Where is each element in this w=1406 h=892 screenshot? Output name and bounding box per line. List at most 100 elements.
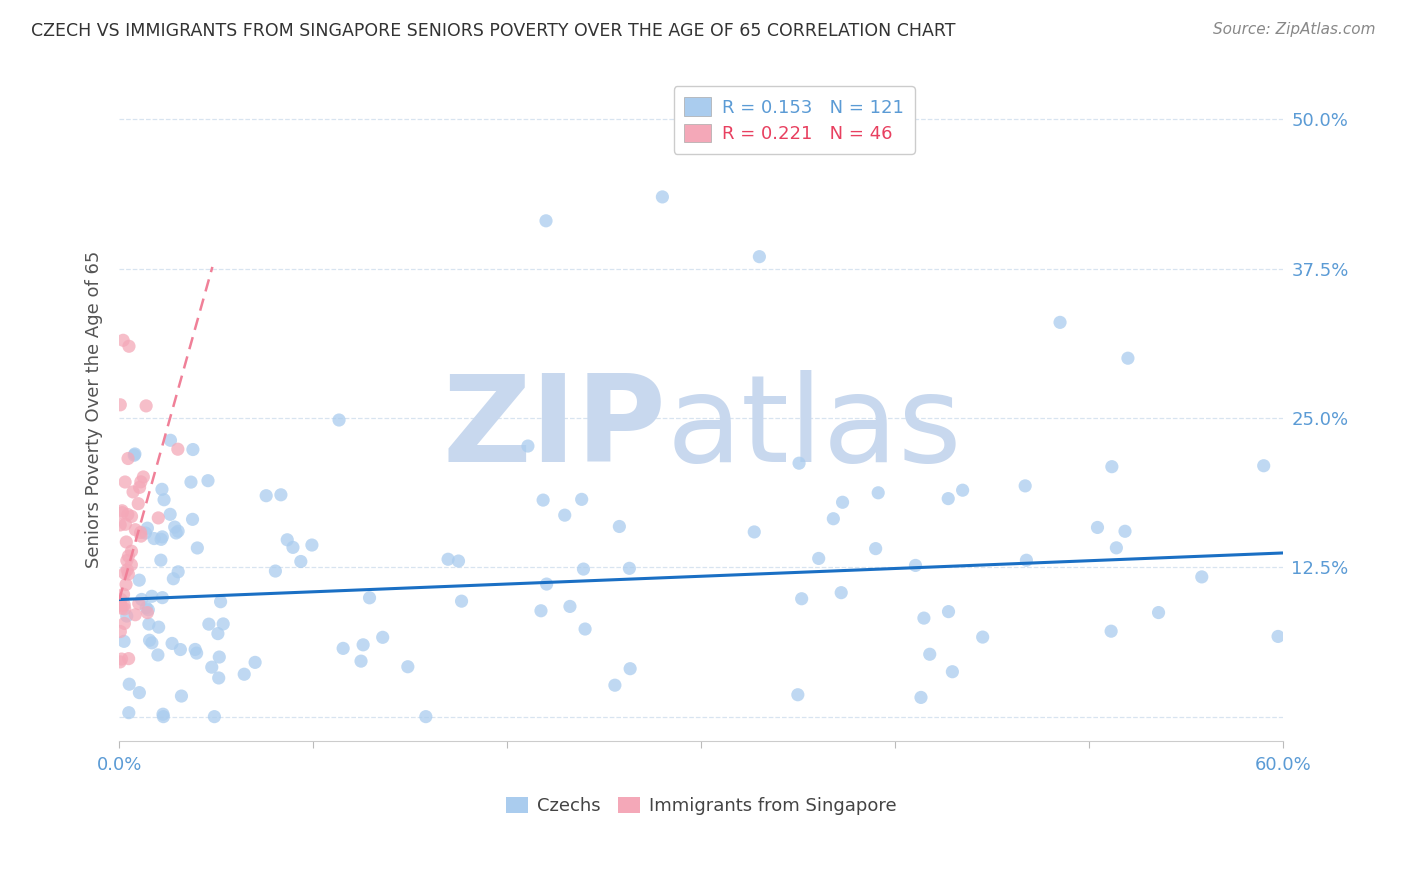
Point xyxy=(198,617,221,632)
Point xyxy=(1099,624,1122,639)
Point xyxy=(609,519,631,533)
Point xyxy=(904,558,927,573)
Point xyxy=(742,524,765,539)
Point xyxy=(243,656,266,670)
Point xyxy=(290,554,312,568)
Point xyxy=(447,554,470,568)
Point xyxy=(136,603,159,617)
Point xyxy=(115,535,138,549)
Point xyxy=(114,566,136,581)
Point xyxy=(141,636,163,650)
Point xyxy=(823,512,845,526)
Point xyxy=(152,707,174,722)
Point xyxy=(165,525,187,540)
Point xyxy=(110,599,132,613)
Point xyxy=(619,662,641,676)
Point xyxy=(1191,570,1213,584)
Point xyxy=(1015,553,1038,567)
Point xyxy=(117,508,139,522)
Point xyxy=(112,634,135,648)
Point xyxy=(115,553,138,567)
Point xyxy=(571,492,593,507)
Point xyxy=(150,530,173,544)
Point xyxy=(120,558,142,572)
Point xyxy=(128,480,150,494)
Point xyxy=(1014,479,1036,493)
Point xyxy=(208,671,231,685)
Y-axis label: Seniors Poverty Over the Age of 65: Seniors Poverty Over the Age of 65 xyxy=(86,251,103,567)
Point xyxy=(936,491,959,506)
Point xyxy=(129,475,152,489)
Point xyxy=(912,611,935,625)
Point xyxy=(786,688,808,702)
Point xyxy=(111,601,134,615)
Point xyxy=(301,538,323,552)
Point xyxy=(619,561,641,575)
Point xyxy=(114,602,136,616)
Point xyxy=(112,616,135,631)
Point xyxy=(117,651,139,665)
Point xyxy=(270,488,292,502)
Point xyxy=(135,600,157,615)
Point xyxy=(159,508,181,522)
Point xyxy=(603,678,626,692)
Point xyxy=(118,339,141,353)
Point xyxy=(1116,351,1139,366)
Point xyxy=(1147,606,1170,620)
Point xyxy=(114,517,136,532)
Point xyxy=(108,655,131,669)
Point xyxy=(136,521,159,535)
Point xyxy=(124,523,146,537)
Point xyxy=(118,706,141,720)
Point xyxy=(1114,524,1136,539)
Point xyxy=(132,470,155,484)
Point xyxy=(117,549,139,563)
Point xyxy=(128,573,150,587)
Point xyxy=(396,659,419,673)
Point xyxy=(1253,458,1275,473)
Point xyxy=(207,626,229,640)
Point xyxy=(1101,459,1123,474)
Point xyxy=(868,485,890,500)
Point xyxy=(128,685,150,699)
Point xyxy=(124,447,146,461)
Point xyxy=(1049,315,1071,329)
Point xyxy=(136,606,159,620)
Point xyxy=(138,617,160,632)
Point xyxy=(184,642,207,657)
Point xyxy=(114,475,136,489)
Point xyxy=(170,689,193,703)
Point xyxy=(536,577,558,591)
Point xyxy=(167,524,190,539)
Point xyxy=(350,654,373,668)
Point xyxy=(110,624,132,639)
Point xyxy=(108,597,131,611)
Point xyxy=(1105,541,1128,555)
Point xyxy=(138,633,160,648)
Point xyxy=(516,439,538,453)
Point xyxy=(831,495,853,509)
Point xyxy=(534,214,557,228)
Point xyxy=(111,506,134,520)
Point xyxy=(115,609,138,624)
Point xyxy=(371,630,394,644)
Point xyxy=(160,636,183,650)
Point xyxy=(197,474,219,488)
Point xyxy=(281,541,304,555)
Point xyxy=(115,577,138,591)
Point xyxy=(181,512,204,526)
Point xyxy=(110,652,132,666)
Point xyxy=(129,529,152,543)
Point xyxy=(1267,629,1289,643)
Point xyxy=(574,622,596,636)
Point xyxy=(910,690,932,705)
Legend: Czechs, Immigrants from Singapore: Czechs, Immigrants from Singapore xyxy=(499,789,904,822)
Point xyxy=(254,489,277,503)
Point xyxy=(150,591,173,605)
Point xyxy=(209,595,232,609)
Point xyxy=(807,551,830,566)
Point xyxy=(134,525,156,540)
Point xyxy=(153,492,176,507)
Point xyxy=(108,517,131,532)
Point xyxy=(127,497,149,511)
